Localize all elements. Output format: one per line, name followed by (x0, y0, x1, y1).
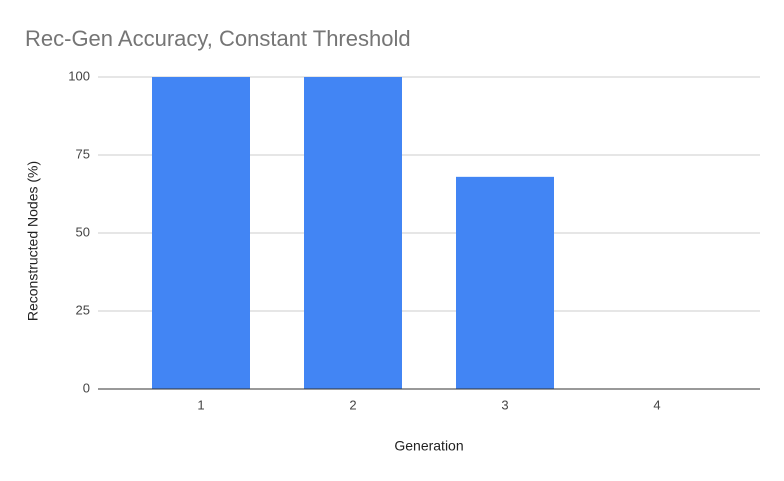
x-tick-label: 4 (653, 397, 660, 412)
y-tick-label: 50 (76, 224, 90, 239)
x-tick-label: 2 (349, 397, 356, 412)
bar (152, 77, 250, 389)
y-axis-title: Reconstructed Nodes (%) (25, 161, 41, 321)
bar (456, 176, 554, 389)
x-axis-title: Generation (394, 438, 463, 454)
y-tick-label: 25 (76, 302, 90, 317)
bar (304, 77, 402, 389)
x-tick-label: 3 (501, 397, 508, 412)
y-tick-label: 75 (76, 146, 90, 161)
x-tick-label: 1 (197, 397, 204, 412)
chart-title: Rec-Gen Accuracy, Constant Threshold (25, 26, 411, 51)
y-tick-label: 0 (83, 380, 90, 395)
y-tick-label: 100 (68, 68, 90, 83)
